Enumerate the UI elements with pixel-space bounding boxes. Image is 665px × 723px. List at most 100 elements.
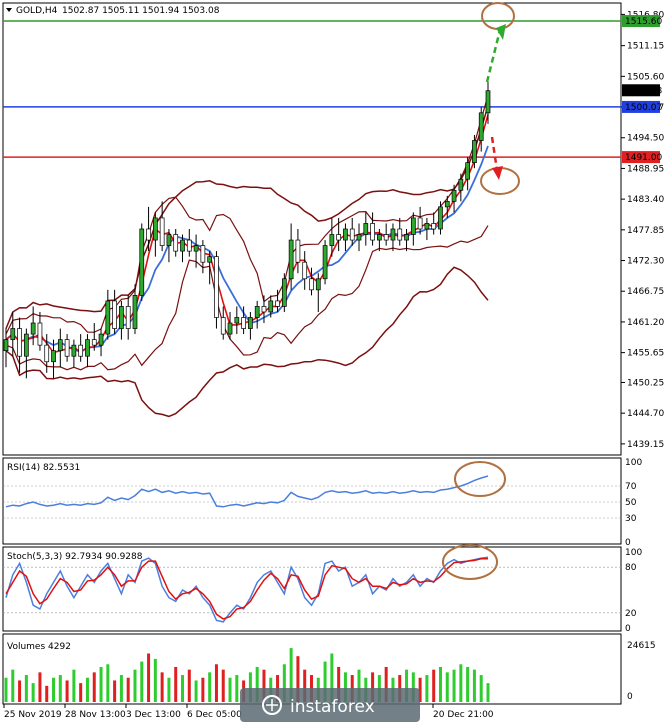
candle-body <box>24 333 29 357</box>
down-arrow-line <box>490 136 499 171</box>
price-tick-label: 1511.15 <box>627 42 664 52</box>
candle-body <box>472 140 477 163</box>
bollinger-upper-line <box>5 105 489 329</box>
volume-label: Volumes 4292 <box>7 642 71 652</box>
rsi-tick-label: 0 <box>625 538 631 548</box>
current-price-tag-bg <box>622 84 660 97</box>
volume-bar <box>147 653 151 702</box>
price-tick-label: 1472.30 <box>627 257 664 267</box>
volume-bar <box>52 677 56 702</box>
x-tick-label: 6 Dec 05:00 <box>187 710 242 720</box>
envelope-upper-line <box>5 95 489 335</box>
level-tag-label: 1500.07 <box>625 103 662 113</box>
candle-body <box>377 234 382 241</box>
volume-bar <box>113 680 117 702</box>
x-tick-label: 25 Nov 2019 <box>4 710 62 720</box>
volume-bar <box>167 677 171 702</box>
stoch-tick-label: 20 <box>625 609 637 619</box>
candle-body <box>349 228 355 241</box>
candle-body <box>485 90 491 114</box>
candle-body <box>44 344 50 363</box>
candle-body <box>370 223 375 241</box>
stoch-tick-label: 80 <box>625 563 637 573</box>
candle-body <box>30 322 36 335</box>
candle-body <box>302 261 308 280</box>
candle-body <box>91 339 97 346</box>
candle-body <box>438 206 443 230</box>
candle-body <box>105 300 111 335</box>
candle-body <box>478 112 484 141</box>
volume-bar <box>153 658 157 702</box>
price-tick-label: 1505.60 <box>627 72 664 82</box>
candle-body <box>329 234 335 246</box>
volume-bar <box>79 683 83 702</box>
volume-bar <box>119 675 123 702</box>
volume-bar <box>296 656 300 702</box>
candle-body <box>465 162 470 180</box>
candle-body <box>139 228 145 296</box>
down-arrow-icon <box>492 166 503 180</box>
price-tick-label: 1483.40 <box>627 195 664 205</box>
candle-body <box>71 344 77 357</box>
candle-body <box>268 300 274 313</box>
candle-body <box>173 234 179 252</box>
candle-body <box>444 200 450 208</box>
volume-bar <box>452 669 456 702</box>
volume-bar <box>31 683 35 702</box>
candle-body <box>309 278 314 291</box>
volume-bar <box>486 683 490 702</box>
candle-body <box>132 295 138 329</box>
volume-tick-zero: 0 <box>627 692 633 702</box>
level-tag-label: 1491.00 <box>625 153 662 163</box>
volume-bar <box>411 672 415 702</box>
volume-bar <box>418 677 422 702</box>
volume-bar <box>194 680 198 702</box>
candle-body <box>397 228 403 241</box>
volume-bar <box>174 666 178 702</box>
volume-bar <box>472 669 476 702</box>
rsi-tick-label: 30 <box>625 514 637 524</box>
rsi-label: RSI(14) 82.5531 <box>7 463 80 473</box>
stoch-tick-label: 0 <box>625 624 631 634</box>
volume-tick-max: 24615 <box>627 641 656 651</box>
main-panel-frame <box>2 2 622 456</box>
volume-bar <box>248 672 252 702</box>
price-tick-label: 1444.70 <box>627 409 664 419</box>
stoch-panel-frame <box>2 546 622 632</box>
volume-bar <box>106 664 110 702</box>
candle-body <box>431 223 437 230</box>
volume-bar <box>262 669 266 702</box>
candle-body <box>166 234 172 246</box>
candle-body <box>220 317 226 335</box>
candle-body <box>248 317 253 329</box>
candle-body <box>57 339 63 352</box>
price-tick-label: 1488.95 <box>627 164 664 174</box>
volume-bar <box>289 648 293 702</box>
candle-body <box>37 322 43 346</box>
volume-bar <box>303 669 307 702</box>
watermark-logo: instaforex <box>240 688 420 722</box>
candle-body <box>214 256 219 318</box>
volume-bar <box>92 672 96 702</box>
level-tag-label: 1515.60 <box>625 17 662 27</box>
collapse-triangle-icon[interactable] <box>6 8 12 12</box>
candle-body <box>417 217 423 230</box>
candle-body <box>125 306 131 329</box>
rsi-tick-label: 100 <box>625 458 642 468</box>
stoch-label: Stoch(5,3,3) 92.7934 90.9288 <box>7 552 143 562</box>
candle-body <box>261 306 267 313</box>
candle-body <box>295 239 301 263</box>
candle-body <box>254 306 260 318</box>
candle-body <box>51 350 56 363</box>
x-tick-label: 28 Nov 13:00 <box>65 710 126 720</box>
candle-body <box>112 300 117 329</box>
candle-body <box>180 239 185 252</box>
candle-body <box>322 245 328 280</box>
volume-bar <box>99 666 103 702</box>
candle-body <box>78 344 84 357</box>
candle-body <box>10 328 16 340</box>
candle-body <box>275 300 280 307</box>
volume-bar <box>479 675 483 702</box>
price-tick-label: 1455.65 <box>627 349 664 359</box>
